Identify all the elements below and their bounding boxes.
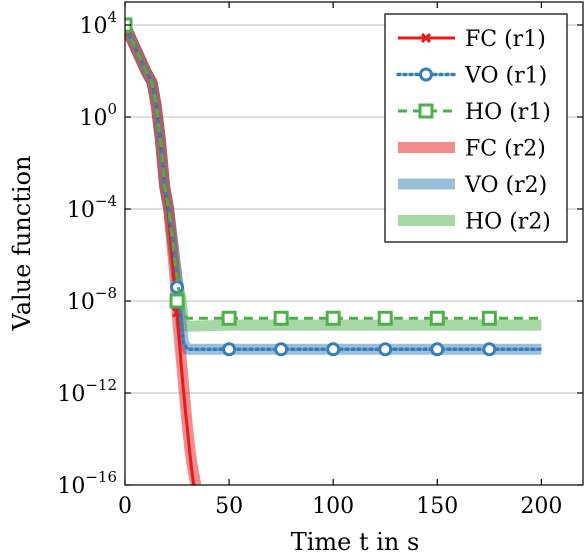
y-tick-label: 104 — [79, 8, 117, 39]
data-point-vo-r1 — [378, 342, 393, 357]
data-point-ho-r1 — [481, 310, 497, 326]
legend-marker-vo-r1 — [419, 67, 433, 82]
data-point-ho-r1 — [325, 310, 341, 326]
y-tick-base: 10 — [79, 106, 107, 131]
legend-item-ho-r2: HO (r2) — [398, 210, 551, 235]
series-ho-r1 — [125, 17, 542, 326]
legend-label-ho-r2: HO (r2) — [465, 210, 551, 235]
data-point-vo-r1 — [274, 342, 289, 357]
x-tick-label: 100 — [312, 494, 354, 519]
plot-frame — [124, 1, 584, 486]
legend-box — [384, 13, 568, 243]
legend-marker-fc-r1 — [420, 32, 432, 44]
y-tick-base: 10 — [57, 382, 85, 407]
y-tick-exponent: −4 — [95, 192, 117, 210]
x-axis-label: Time t in s — [291, 528, 420, 556]
y-tick-label: 10−12 — [57, 376, 117, 407]
x-tick-label: 200 — [520, 494, 562, 519]
legend-label-ho-r1: HO (r1) — [465, 100, 551, 125]
y-tick-label: 10−16 — [57, 468, 117, 499]
y-tick-exponent: −16 — [85, 468, 117, 486]
y-tick-base: 10 — [67, 290, 95, 315]
data-point-ho-r1 — [273, 310, 289, 326]
y-tick-label: 10−4 — [67, 192, 117, 223]
data-point-ho-r1 — [221, 310, 237, 326]
legend-label-fc-r2: FC (r2) — [465, 137, 546, 162]
data-point-ho-r1 — [429, 310, 445, 326]
data-point-vo-r1 — [430, 342, 445, 357]
x-tick-label: 50 — [215, 494, 243, 519]
data-point-vo-r1 — [222, 342, 237, 357]
data-point-ho-r1 — [377, 310, 393, 326]
legend-marker-ho-r1 — [418, 103, 434, 119]
y-tick-base: 10 — [67, 198, 95, 223]
y-axis-label: Value function — [8, 156, 36, 332]
data-point-vo-r1 — [170, 280, 185, 295]
legend-item-vo-r1: VO (r1) — [396, 64, 547, 89]
y-tick-base: 10 — [57, 474, 85, 499]
legend-label-vo-r2: VO (r2) — [464, 173, 547, 198]
data-point-ho-r1 — [169, 293, 185, 309]
y-tick-base: 10 — [79, 14, 107, 39]
y-tick-exponent: −12 — [85, 376, 117, 394]
data-point-vo-r1 — [326, 342, 341, 357]
x-tick-label: 0 — [118, 494, 132, 519]
data-point-vo-r1 — [482, 342, 497, 357]
y-tick-label: 10−8 — [67, 284, 117, 315]
y-tick-exponent: 0 — [107, 100, 117, 118]
y-tick-exponent: −8 — [95, 284, 117, 302]
legend-item-vo-r2: VO (r2) — [398, 173, 547, 198]
legend-label-fc-r1: FC (r1) — [465, 27, 546, 52]
y-tick-exponent: 4 — [107, 8, 117, 26]
legend-item-fc-r1: FC (r1) — [398, 27, 546, 52]
legend-label-vo-r1: VO (r1) — [464, 64, 547, 89]
legend: FC (r1) VO (r1) HO (r1) FC (r2) VO (r2) HO (r… — [384, 13, 568, 243]
plot-series — [125, 17, 544, 485]
legend-item-fc-r2: FC (r2) — [398, 137, 546, 162]
y-tick-label: 100 — [79, 100, 117, 131]
x-tick-label: 150 — [416, 494, 458, 519]
legend-item-ho-r1: HO (r1) — [398, 100, 551, 125]
series-line-ho-r1 — [125, 24, 542, 320]
